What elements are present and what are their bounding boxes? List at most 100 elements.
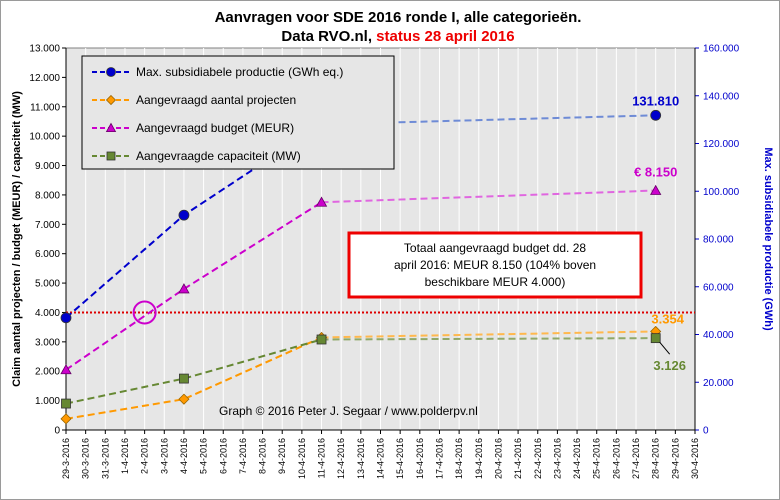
chart-subtitle-source: Data RVO.nl,: [281, 28, 376, 45]
left-axis-tick-label: 9.000: [35, 161, 60, 172]
x-axis-tick-label: 4-4-2016: [179, 438, 189, 474]
highlight-circle: [132, 300, 157, 325]
series-line-projecten: [65, 336, 322, 420]
chart-subtitle-status: status 28 april 2016: [376, 28, 514, 45]
x-axis-tick-label: 29-3-2016: [61, 438, 71, 479]
x-axis-tick-label: 6-4-2016: [218, 438, 228, 474]
x-axis-tick-label: 22-4-2016: [533, 438, 543, 479]
left-axis-tick-label: 13.000: [29, 44, 60, 55]
x-axis-tick-label: 24-4-2016: [572, 438, 582, 479]
data-point-projecten: [178, 393, 190, 405]
right-axis-tick-label: 80.000: [703, 235, 734, 246]
x-axis-tick-label: 26-4-2016: [611, 438, 621, 479]
left-axis-tick-label: 1.000: [35, 396, 60, 407]
data-label-projecten: 3.354: [651, 311, 684, 326]
chart-title: Aanvragen voor SDE 2016 ronde I, alle ca…: [215, 9, 582, 26]
left-axis-tick-label: 3.000: [35, 337, 60, 348]
x-axis-tick-label: 21-4-2016: [513, 438, 523, 479]
x-axis-tick-label: 28-4-2016: [651, 438, 661, 479]
x-axis-tick-label: 12-4-2016: [336, 438, 346, 479]
legend: Max. subsidiabele productie (GWh eq.) Aan…: [81, 55, 395, 170]
right-axis-tick-label: 120.000: [703, 139, 740, 150]
data-point-productie: [60, 312, 72, 324]
legend-swatch-marker-projecten: [105, 94, 117, 106]
legend-box: [81, 55, 395, 170]
data-label-capaciteit: 3.126: [653, 358, 686, 373]
legend-swatch-marker-budget: [105, 122, 117, 133]
note-box-line: april 2016: MEUR 8.150 (104% boven: [394, 258, 596, 272]
data-label-budget: € 8.150: [634, 165, 677, 180]
right-axis-tick-label: 20.000: [703, 378, 734, 389]
x-axis-tick-label: 25-4-2016: [592, 438, 602, 479]
x-axis-tick-label: 8-4-2016: [258, 438, 268, 474]
right-axis-tick-label: 160.000: [703, 44, 740, 55]
x-axis-tick-label: 14-4-2016: [376, 438, 386, 479]
left-axis-title: Claim aantal projecten / budget (MEUR) /…: [11, 91, 23, 387]
legend-label-productie: Max. subsidiabele productie (GWh eq.): [136, 65, 343, 79]
right-axis-tick-label: 140.000: [703, 91, 740, 102]
right-axis-tick-label: 40.000: [703, 330, 734, 341]
x-axis-tick-label: 16-4-2016: [415, 438, 425, 479]
data-point-capaciteit: [650, 333, 661, 344]
data-point-capaciteit: [179, 373, 189, 384]
x-axis-tick-label: 31-3-2016: [100, 438, 110, 479]
x-axis-tick-label: 1-4-2016: [120, 438, 130, 474]
x-axis-tick-label: 11-4-2016: [317, 438, 327, 478]
legend-label-projecten: Aangevraagd aantal projecten: [136, 93, 296, 107]
data-point-budget: [650, 184, 662, 195]
left-axis-tick-label: 10.000: [29, 132, 60, 143]
legend-swatch-marker-capaciteit: [106, 151, 116, 161]
series-line-budget: [65, 201, 323, 371]
right-axis-tick-label: 100.000: [703, 187, 740, 198]
note-box-line: beschikbare MEUR 4.000): [425, 275, 566, 289]
note-box-frame: [347, 231, 643, 299]
series-continuation-budget: [321, 189, 656, 204]
left-axis-tick-label: 4.000: [35, 308, 60, 319]
data-point-productie: [178, 209, 190, 221]
data-point-capaciteit: [61, 398, 71, 409]
x-axis-tick-label: 9-4-2016: [277, 438, 287, 474]
left-axis-tick-label: 12.000: [29, 73, 60, 84]
x-axis-tick-label: 7-4-2016: [238, 438, 248, 474]
series-continuation-projecten: [321, 330, 656, 339]
left-axis-tick-label: 11.000: [30, 102, 60, 113]
data-point-budget: [315, 196, 328, 207]
legend-label-capaciteit: Aangevraagde capaciteit (MW): [136, 149, 301, 163]
left-axis-tick-label: 0: [54, 426, 60, 437]
data-point-capaciteit: [316, 334, 327, 345]
data-point-productie: [650, 109, 662, 121]
left-axis-tick-label: 5.000: [35, 279, 60, 290]
right-axis-title: Max. subsidiabele productie (GWh): [762, 147, 774, 331]
data-point-projecten: [60, 413, 72, 425]
data-label-leader-capaciteit: [659, 341, 671, 355]
data-point-budget: [178, 283, 190, 294]
data-label-productie: 131.810: [632, 93, 679, 108]
data-point-budget: [60, 363, 72, 375]
x-axis-tick-label: 18-4-2016: [454, 438, 464, 479]
x-axis-tick-label: 30-4-2016: [690, 438, 700, 479]
x-axis-tick-label: 10-4-2016: [297, 438, 307, 479]
x-axis-tick-label: 2-4-2016: [140, 438, 150, 474]
legend-label-budget: Aangevraagd budget (MEUR): [136, 121, 294, 135]
note-box: Totaal aangevraagd budget dd. 28 april 20…: [347, 231, 643, 299]
x-axis-tick-label: 3-4-2016: [159, 438, 169, 474]
chart-subtitle: Data RVO.nl, status 28 april 2016: [281, 28, 514, 45]
x-axis-tick-label: 13-4-2016: [356, 438, 366, 479]
x-axis-tick-label: 23-4-2016: [552, 438, 562, 479]
x-axis-tick-label: 17-4-2016: [434, 438, 444, 479]
series-line-capaciteit: [65, 338, 322, 405]
x-axis-tick-label: 5-4-2016: [199, 438, 209, 474]
x-axis-tick-label: 27-4-2016: [631, 438, 641, 479]
left-axis-tick-label: 6.000: [35, 249, 60, 260]
left-axis-tick-label: 2.000: [35, 367, 60, 378]
right-axis-tick-label: 0: [703, 426, 709, 437]
left-axis-tick-label: 8.000: [35, 190, 60, 201]
x-axis-tick-label: 30-3-2016: [81, 438, 91, 479]
series-continuation-capaciteit: [321, 337, 656, 341]
x-axis-tick-label: 19-4-2016: [474, 438, 484, 479]
x-axis-tick-label: 20-4-2016: [493, 438, 503, 479]
credit-text: Graph © 2016 Peter J. Segaar / www.polde…: [219, 404, 478, 418]
x-axis-tick-label: 29-4-2016: [670, 438, 680, 479]
note-box-line: Totaal aangevraagd budget dd. 28: [404, 241, 586, 255]
